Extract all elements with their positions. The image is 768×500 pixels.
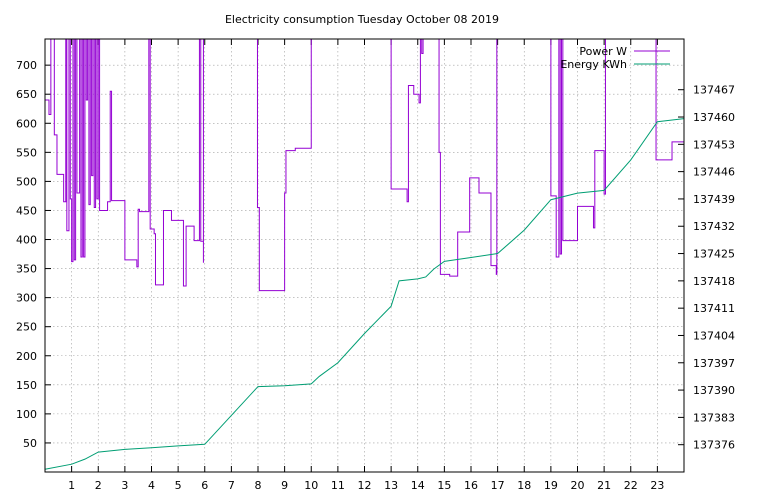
series-line-power [45, 38, 684, 292]
x-tick-label: 6 [201, 479, 208, 492]
x-tick-label: 4 [148, 479, 155, 492]
y-tick-label: 300 [16, 292, 37, 305]
x-tick-label: 19 [544, 479, 558, 492]
x-tick-label: 12 [358, 479, 372, 492]
chart-title: Electricity consumption Tuesday October … [225, 13, 499, 26]
y-tick-label: 400 [16, 234, 37, 247]
y-tick-label: 100 [16, 408, 37, 421]
x-tick-label: 18 [517, 479, 531, 492]
legend-label-energy: Energy KWh [560, 58, 627, 71]
x-tick-label: 8 [255, 479, 262, 492]
y2-tick-label: 137411 [693, 302, 735, 315]
x-tick-label: 2 [95, 479, 102, 492]
x-tick-label: 10 [304, 479, 318, 492]
y-tick-label: 200 [16, 350, 37, 363]
y-tick-label: 350 [16, 263, 37, 276]
x-tick-label: 17 [491, 479, 505, 492]
x-tick-label: 14 [411, 479, 425, 492]
series-layer [44, 38, 685, 470]
y2-tick-label: 137460 [693, 111, 735, 124]
legend: Power W Energy KWh [560, 45, 670, 71]
y2-tick-label: 137397 [693, 357, 735, 370]
x-tick-label: 21 [597, 479, 611, 492]
y2-tick-label: 137432 [693, 220, 735, 233]
x-tick-label: 11 [331, 479, 345, 492]
x-tick-label: 20 [571, 479, 585, 492]
y-tick-label: 500 [16, 175, 37, 188]
y-tick-label: 600 [16, 117, 37, 130]
x-tick-label: 23 [650, 479, 664, 492]
legend-label-power: Power W [579, 45, 627, 58]
y2-tick-label: 137453 [693, 138, 735, 151]
x-tick-label: 13 [384, 479, 398, 492]
x-tick-label: 1 [68, 479, 75, 492]
y2-tick-label: 137425 [693, 248, 735, 261]
y-tick-label: 50 [23, 437, 37, 450]
y-tick-label: 550 [16, 146, 37, 159]
x-tick-label: 16 [464, 479, 478, 492]
y2-tick-label: 137446 [693, 166, 735, 179]
y2-tick-label: 137467 [693, 84, 735, 97]
y2-tick-label: 137404 [693, 329, 735, 342]
y2-tick-label: 137383 [693, 411, 735, 424]
y-tick-label: 650 [16, 88, 37, 101]
x-tick-label: 3 [121, 479, 128, 492]
x-tick-label: 5 [175, 479, 182, 492]
y2-tick-label: 137418 [693, 275, 735, 288]
x-tick-label: 22 [624, 479, 638, 492]
axis-ticks: 1 2 3 4 5 6 7 8 9 10 11 12 13 14 15 16 17 18 19 20 21 22 23501… [16, 39, 735, 492]
y2-tick-label: 137390 [693, 384, 735, 397]
y2-tick-label: 137376 [693, 439, 735, 452]
plot-frame [44, 38, 685, 473]
y-tick-label: 150 [16, 379, 37, 392]
series-line-energy [44, 118, 685, 470]
x-tick-label: 7 [228, 479, 235, 492]
y-tick-label: 700 [16, 59, 37, 72]
grid-lines [45, 39, 684, 472]
y-tick-label: 450 [16, 204, 37, 217]
y2-tick-label: 137439 [693, 193, 735, 206]
x-tick-label: 9 [281, 479, 288, 492]
y-tick-label: 250 [16, 321, 37, 334]
x-tick-label: 15 [437, 479, 451, 492]
